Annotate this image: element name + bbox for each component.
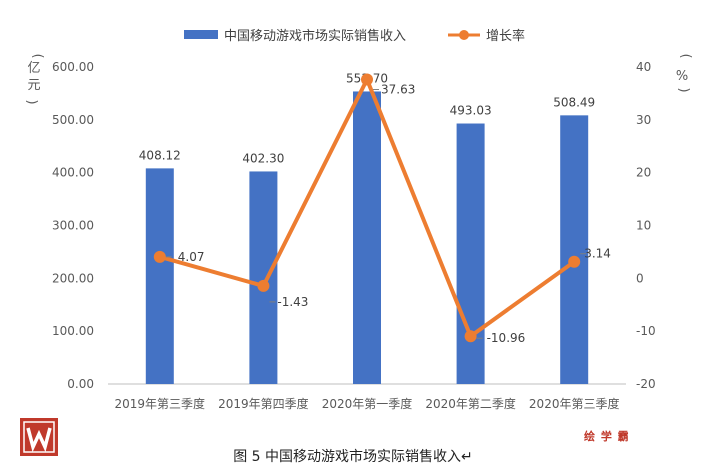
bar-data-label: 408.12 [139, 148, 181, 162]
legend-label-growth: 增长率 [486, 28, 525, 44]
right-tick-label: 30 [636, 113, 651, 127]
line-data-label: -1.43 [277, 295, 308, 309]
x-tick-label: 2019年第三季度 [115, 396, 206, 411]
right-unit-char: % [676, 69, 688, 84]
bar [249, 171, 278, 384]
left-axis-ticks: 0.00 100.00 200.00 300.00 400.00 500.00 600.00 [52, 60, 94, 391]
left-unit-char: 元 [27, 78, 40, 93]
line-data-label: 3.14 [584, 247, 611, 261]
x-tick-label: 2019年第四季度 [218, 396, 309, 411]
right-tick-label: 10 [636, 219, 651, 233]
bar-data-label: 402.30 [242, 151, 284, 165]
left-unit-paren-close: ) [24, 99, 39, 104]
watermark-text: 绘 学 霸 [584, 430, 630, 443]
bar-data-label: 508.49 [553, 95, 595, 109]
legend-bar-swatch [184, 30, 218, 39]
bar [560, 115, 589, 385]
line-point [361, 73, 373, 86]
right-tick-label: 40 [636, 60, 651, 74]
left-tick-label: 100.00 [52, 324, 94, 338]
left-axis-unit: ( 亿元) [24, 53, 45, 104]
line-point [257, 279, 270, 292]
bar [145, 168, 174, 384]
left-unit-paren-open: ( [30, 53, 45, 58]
left-unit-char: 亿 [27, 61, 40, 76]
right-axis-unit: (%) [676, 53, 693, 92]
left-tick-label: 0.00 [67, 377, 94, 391]
x-tick-label: 2020年第一季度 [322, 396, 413, 411]
legend-label-revenue: 中国移动游戏市场实际销售收入 [224, 28, 406, 44]
right-unit-paren-close: ) [676, 87, 691, 92]
right-tick-label: 0 [636, 271, 644, 285]
x-tick-label: 2020年第二季度 [425, 396, 516, 411]
line-data-label: -10.96 [487, 331, 526, 345]
left-tick-label: 300.00 [52, 219, 94, 233]
legend-line-marker [459, 30, 469, 40]
line-series: 4.07 -1.43 37.63 -10.96 3.14 [153, 73, 611, 345]
x-tick-label: 2020年第三季度 [529, 396, 620, 411]
left-tick-label: 400.00 [52, 166, 94, 180]
right-unit-paren-open: ( [678, 53, 693, 58]
right-tick-label: 20 [636, 166, 651, 180]
bar-data-label: 493.03 [450, 104, 492, 118]
line-data-label: 4.07 [178, 250, 205, 264]
right-tick-label: -20 [636, 377, 656, 391]
legend: 中国移动游戏市场实际销售收入 增长率 [184, 28, 525, 44]
left-tick-label: 600.00 [52, 60, 94, 74]
publisher-logo [20, 418, 58, 456]
left-tick-label: 200.00 [52, 271, 94, 285]
line-point [568, 255, 581, 268]
line-point [153, 250, 166, 263]
figure-caption: 图 5 中国移动游戏市场实际销售收入↵ [233, 449, 473, 465]
x-axis-ticks: 2019年第三季度 2019年第四季度 2020年第一季度 2020年第二季度 2020… [115, 396, 620, 411]
bar [353, 91, 381, 385]
line-point [464, 330, 477, 343]
combo-chart: 中国移动游戏市场实际销售收入 增长率 ( 亿元) (%) 0.00 100.00 20… [24, 28, 693, 411]
bar [456, 123, 485, 385]
left-tick-label: 500.00 [52, 113, 94, 127]
right-tick-label: -10 [636, 324, 656, 338]
line-data-label: 37.63 [381, 83, 415, 97]
right-axis-ticks: -20 -10 0 10 20 30 40 [636, 60, 656, 391]
